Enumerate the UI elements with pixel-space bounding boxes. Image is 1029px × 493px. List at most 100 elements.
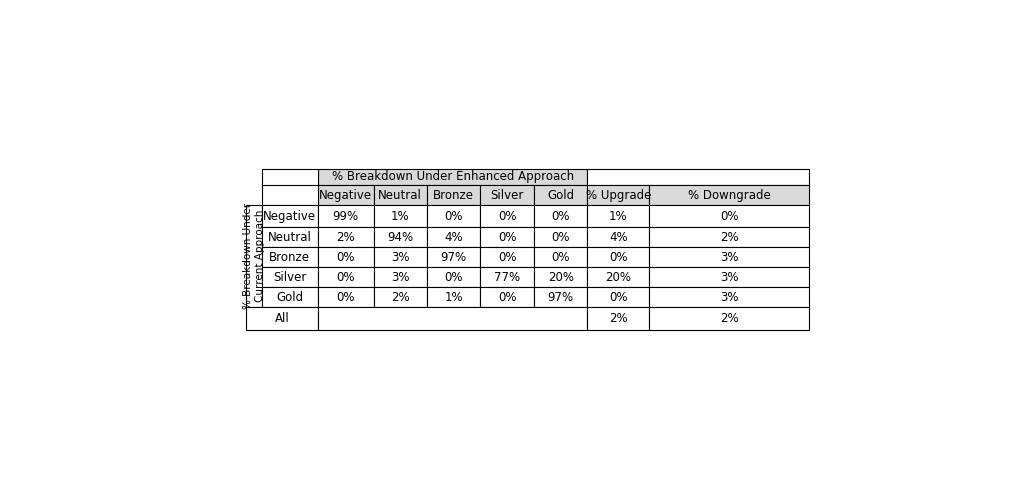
Bar — [588, 287, 649, 307]
Bar — [374, 185, 427, 206]
Text: % Breakdown Under
Current Approach: % Breakdown Under Current Approach — [244, 203, 265, 309]
Text: 2%: 2% — [720, 231, 739, 244]
Bar — [588, 169, 809, 185]
Bar — [481, 206, 534, 227]
Bar — [374, 206, 427, 227]
Bar — [262, 287, 318, 307]
Bar — [588, 206, 649, 227]
Bar — [481, 185, 534, 206]
Bar — [649, 247, 809, 267]
Text: 77%: 77% — [494, 271, 521, 283]
Bar — [318, 307, 588, 330]
Bar — [588, 185, 649, 206]
Bar — [318, 185, 374, 206]
Text: 0%: 0% — [720, 210, 739, 223]
Text: 2%: 2% — [336, 231, 355, 244]
Bar — [262, 169, 318, 206]
Bar — [374, 227, 427, 247]
Bar — [534, 227, 588, 247]
Text: Silver: Silver — [273, 271, 307, 283]
Bar — [262, 206, 318, 227]
Text: Bronze: Bronze — [270, 250, 311, 264]
Text: Negative: Negative — [263, 210, 316, 223]
Text: All: All — [275, 312, 289, 325]
Text: 20%: 20% — [605, 271, 632, 283]
Text: 0%: 0% — [445, 210, 463, 223]
Bar — [427, 227, 481, 247]
Bar — [534, 267, 588, 287]
Bar — [534, 206, 588, 227]
Text: 3%: 3% — [720, 250, 739, 264]
Bar — [481, 267, 534, 287]
Bar — [374, 267, 427, 287]
Text: 1%: 1% — [609, 210, 628, 223]
Text: 1%: 1% — [445, 290, 463, 304]
Text: Bronze: Bronze — [433, 188, 474, 202]
Bar — [427, 247, 481, 267]
Bar — [318, 247, 374, 267]
Bar — [262, 169, 318, 185]
Text: 0%: 0% — [498, 290, 517, 304]
Text: 0%: 0% — [552, 210, 570, 223]
Text: 20%: 20% — [547, 271, 574, 283]
Bar — [588, 247, 649, 267]
Bar — [262, 247, 318, 267]
Text: Gold: Gold — [276, 290, 304, 304]
Bar — [427, 185, 481, 206]
Bar — [534, 185, 588, 206]
Text: 2%: 2% — [391, 290, 410, 304]
Bar — [246, 206, 262, 307]
Text: 2%: 2% — [609, 312, 628, 325]
Bar — [649, 227, 809, 247]
Text: Neutral: Neutral — [268, 231, 312, 244]
Bar — [588, 227, 649, 247]
Text: 0%: 0% — [336, 290, 355, 304]
Text: % Downgrade: % Downgrade — [687, 188, 771, 202]
Bar — [262, 227, 318, 247]
Text: % Breakdown Under Enhanced Approach: % Breakdown Under Enhanced Approach — [331, 170, 573, 183]
Bar — [588, 267, 649, 287]
Bar — [649, 185, 809, 206]
Text: 1%: 1% — [391, 210, 410, 223]
Text: 0%: 0% — [552, 250, 570, 264]
Bar — [318, 267, 374, 287]
Text: 3%: 3% — [720, 290, 739, 304]
Bar — [649, 287, 809, 307]
Text: Silver: Silver — [491, 188, 524, 202]
Text: 0%: 0% — [336, 250, 355, 264]
Bar — [481, 227, 534, 247]
Bar — [318, 206, 374, 227]
Text: 2%: 2% — [720, 312, 739, 325]
Bar — [649, 206, 809, 227]
Bar — [534, 287, 588, 307]
Text: Neutral: Neutral — [379, 188, 422, 202]
Bar — [427, 206, 481, 227]
Text: 99%: 99% — [332, 210, 359, 223]
Text: 0%: 0% — [609, 250, 628, 264]
Text: 0%: 0% — [445, 271, 463, 283]
Bar — [318, 169, 588, 185]
Bar — [318, 287, 374, 307]
Bar — [649, 307, 809, 330]
Text: 4%: 4% — [445, 231, 463, 244]
Text: 3%: 3% — [720, 271, 739, 283]
Bar — [588, 307, 649, 330]
Bar — [318, 227, 374, 247]
Bar — [246, 307, 318, 330]
Text: 3%: 3% — [391, 250, 410, 264]
Text: Negative: Negative — [319, 188, 372, 202]
Bar — [427, 267, 481, 287]
Text: 0%: 0% — [336, 271, 355, 283]
Text: 0%: 0% — [609, 290, 628, 304]
Text: 0%: 0% — [552, 231, 570, 244]
Bar — [262, 267, 318, 287]
Bar — [374, 287, 427, 307]
Text: 94%: 94% — [387, 231, 414, 244]
Text: 0%: 0% — [498, 250, 517, 264]
Text: 4%: 4% — [609, 231, 628, 244]
Text: 97%: 97% — [440, 250, 467, 264]
Bar — [534, 247, 588, 267]
Bar — [649, 267, 809, 287]
Bar — [374, 247, 427, 267]
Bar — [481, 287, 534, 307]
